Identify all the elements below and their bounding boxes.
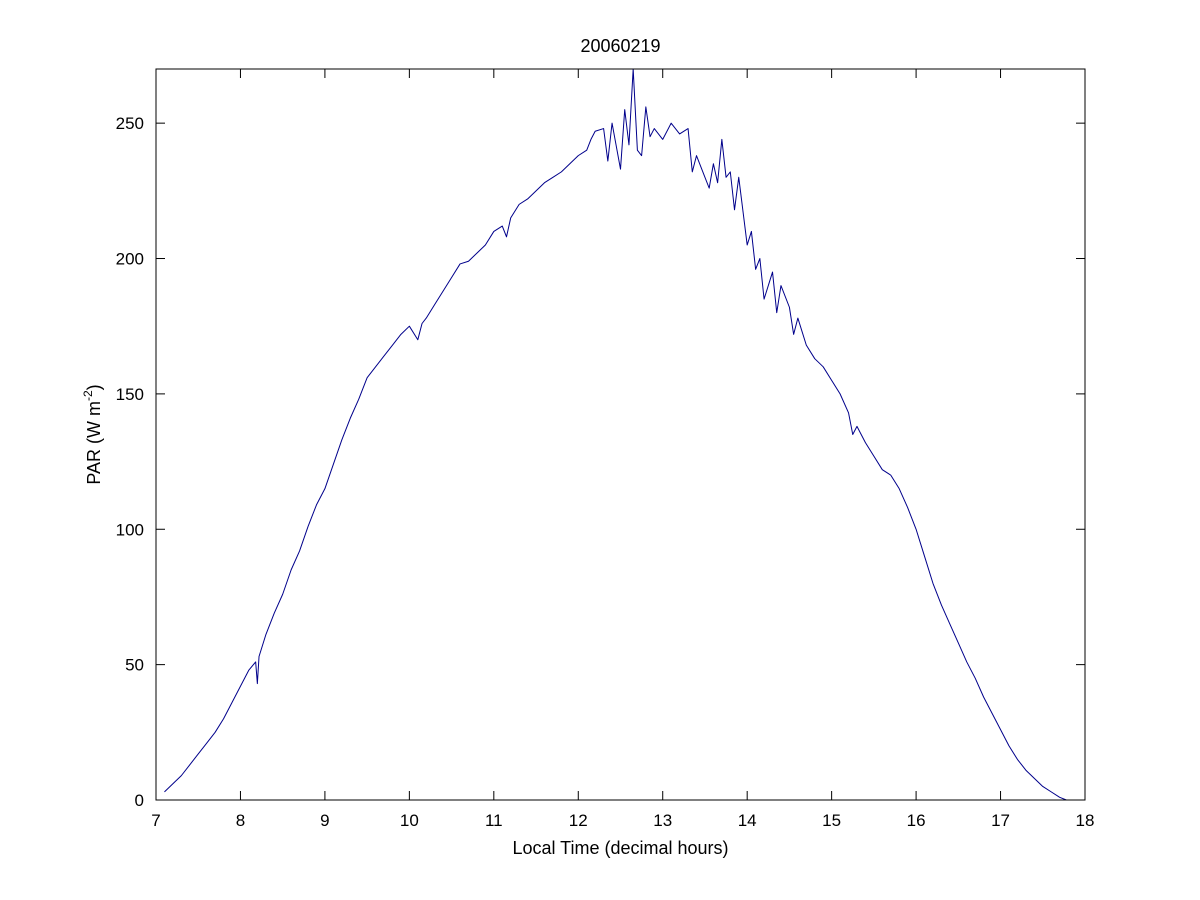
y-tick-label: 100 xyxy=(116,520,144,539)
y-axis-title-prefix: PAR (W m xyxy=(84,401,104,485)
y-tick-label: 50 xyxy=(125,656,144,675)
x-axis-title: Local Time (decimal hours) xyxy=(512,838,728,858)
x-tick-label: 13 xyxy=(653,811,672,830)
y-tick-label: 0 xyxy=(135,791,144,810)
y-axis-title-suffix: ) xyxy=(84,384,104,390)
x-tick-label: 12 xyxy=(569,811,588,830)
x-tick-label: 14 xyxy=(738,811,757,830)
y-tick-label: 250 xyxy=(116,114,144,133)
x-tick-label: 11 xyxy=(485,811,503,830)
y-axis-title-superscript: -2 xyxy=(81,390,95,401)
x-tick-label: 8 xyxy=(236,811,245,830)
chart-title: 20060219 xyxy=(580,36,660,56)
x-tick-label: 9 xyxy=(320,811,329,830)
y-tick-label: 150 xyxy=(116,385,144,404)
x-tick-label: 7 xyxy=(151,811,160,830)
ticks: 7 8 9 10 11 12 13 14 15 16 17 18 0 50 100 150 200 250 xyxy=(116,69,1095,830)
x-tick-label: 18 xyxy=(1076,811,1095,830)
y-axis-title: PAR (W m-2) xyxy=(81,384,104,484)
y-tick-label: 200 xyxy=(116,250,144,269)
series-line-0 xyxy=(164,68,1067,801)
x-tick-label: 16 xyxy=(907,811,926,830)
x-tick-label: 10 xyxy=(400,811,419,830)
plot-area xyxy=(156,69,1085,800)
x-tick-label: 17 xyxy=(991,811,1010,830)
plot-frame xyxy=(155,68,1086,801)
series-layer xyxy=(164,68,1067,801)
x-tick-label: 15 xyxy=(822,811,841,830)
